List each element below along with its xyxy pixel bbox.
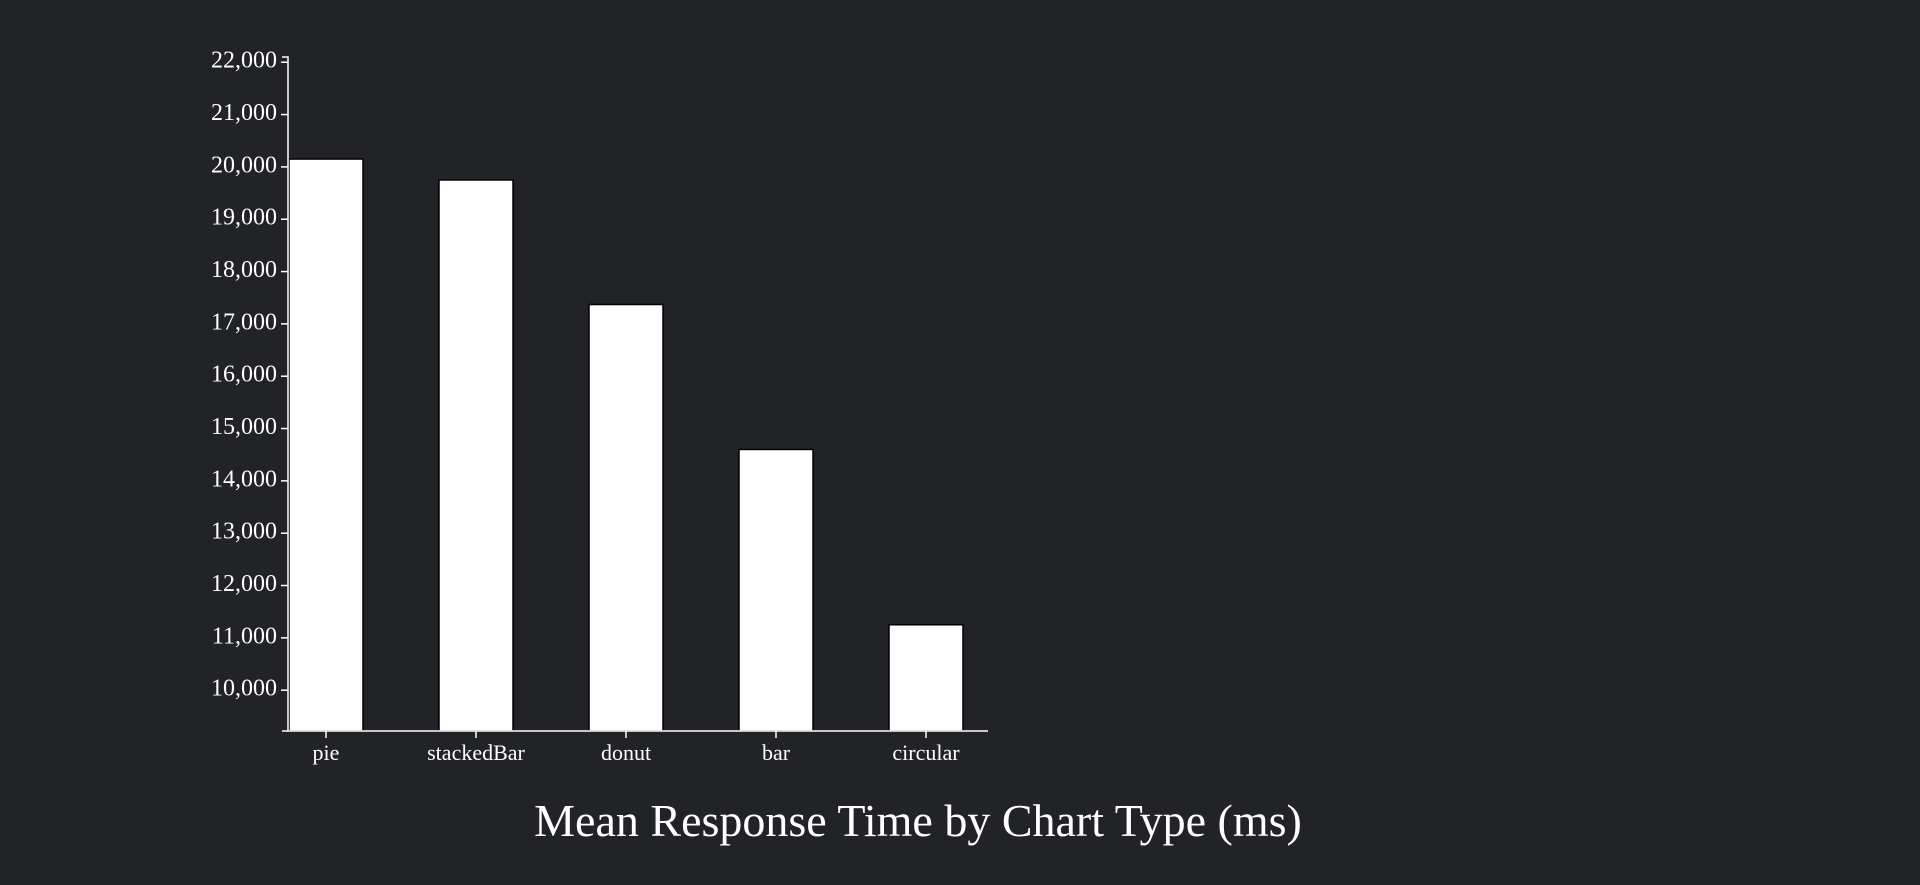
bar-bar (738, 448, 814, 732)
y-tick-label: 16,000 (211, 362, 277, 388)
bar-circular (888, 624, 964, 732)
y-tick-label: 20,000 (211, 152, 277, 178)
y-tick-label: 15,000 (211, 414, 277, 440)
bar-stackedBar (438, 179, 514, 732)
y-tick-label: 14,000 (211, 466, 277, 492)
y-tick-label: 12,000 (211, 571, 277, 597)
bar-pie (288, 158, 364, 732)
bars-group (288, 158, 964, 732)
y-tick-label: 21,000 (211, 100, 277, 126)
x-tick-label: circular (892, 740, 960, 765)
x-tick-label: bar (762, 740, 791, 765)
y-tick-label: 17,000 (211, 309, 277, 335)
axis-lines (282, 56, 988, 732)
x-tick-label: pie (313, 740, 340, 765)
y-tick-label: 10,000 (211, 676, 277, 702)
y-tick-label: 18,000 (211, 257, 277, 283)
y-tick-label: 13,000 (211, 519, 277, 545)
x-tick-label: donut (601, 740, 651, 765)
chart-title: Mean Response Time by Chart Type (ms) (534, 795, 1302, 846)
x-tick-label: stackedBar (427, 740, 525, 765)
y-tick-label: 19,000 (211, 205, 277, 231)
bar-donut (588, 303, 664, 732)
y-tick-label: 11,000 (212, 623, 277, 649)
y-tick-label: 22,000 (211, 48, 277, 74)
axes-group: 10,000 11,000 12,000 13,000 14,000 15,000 16,0… (211, 48, 988, 765)
